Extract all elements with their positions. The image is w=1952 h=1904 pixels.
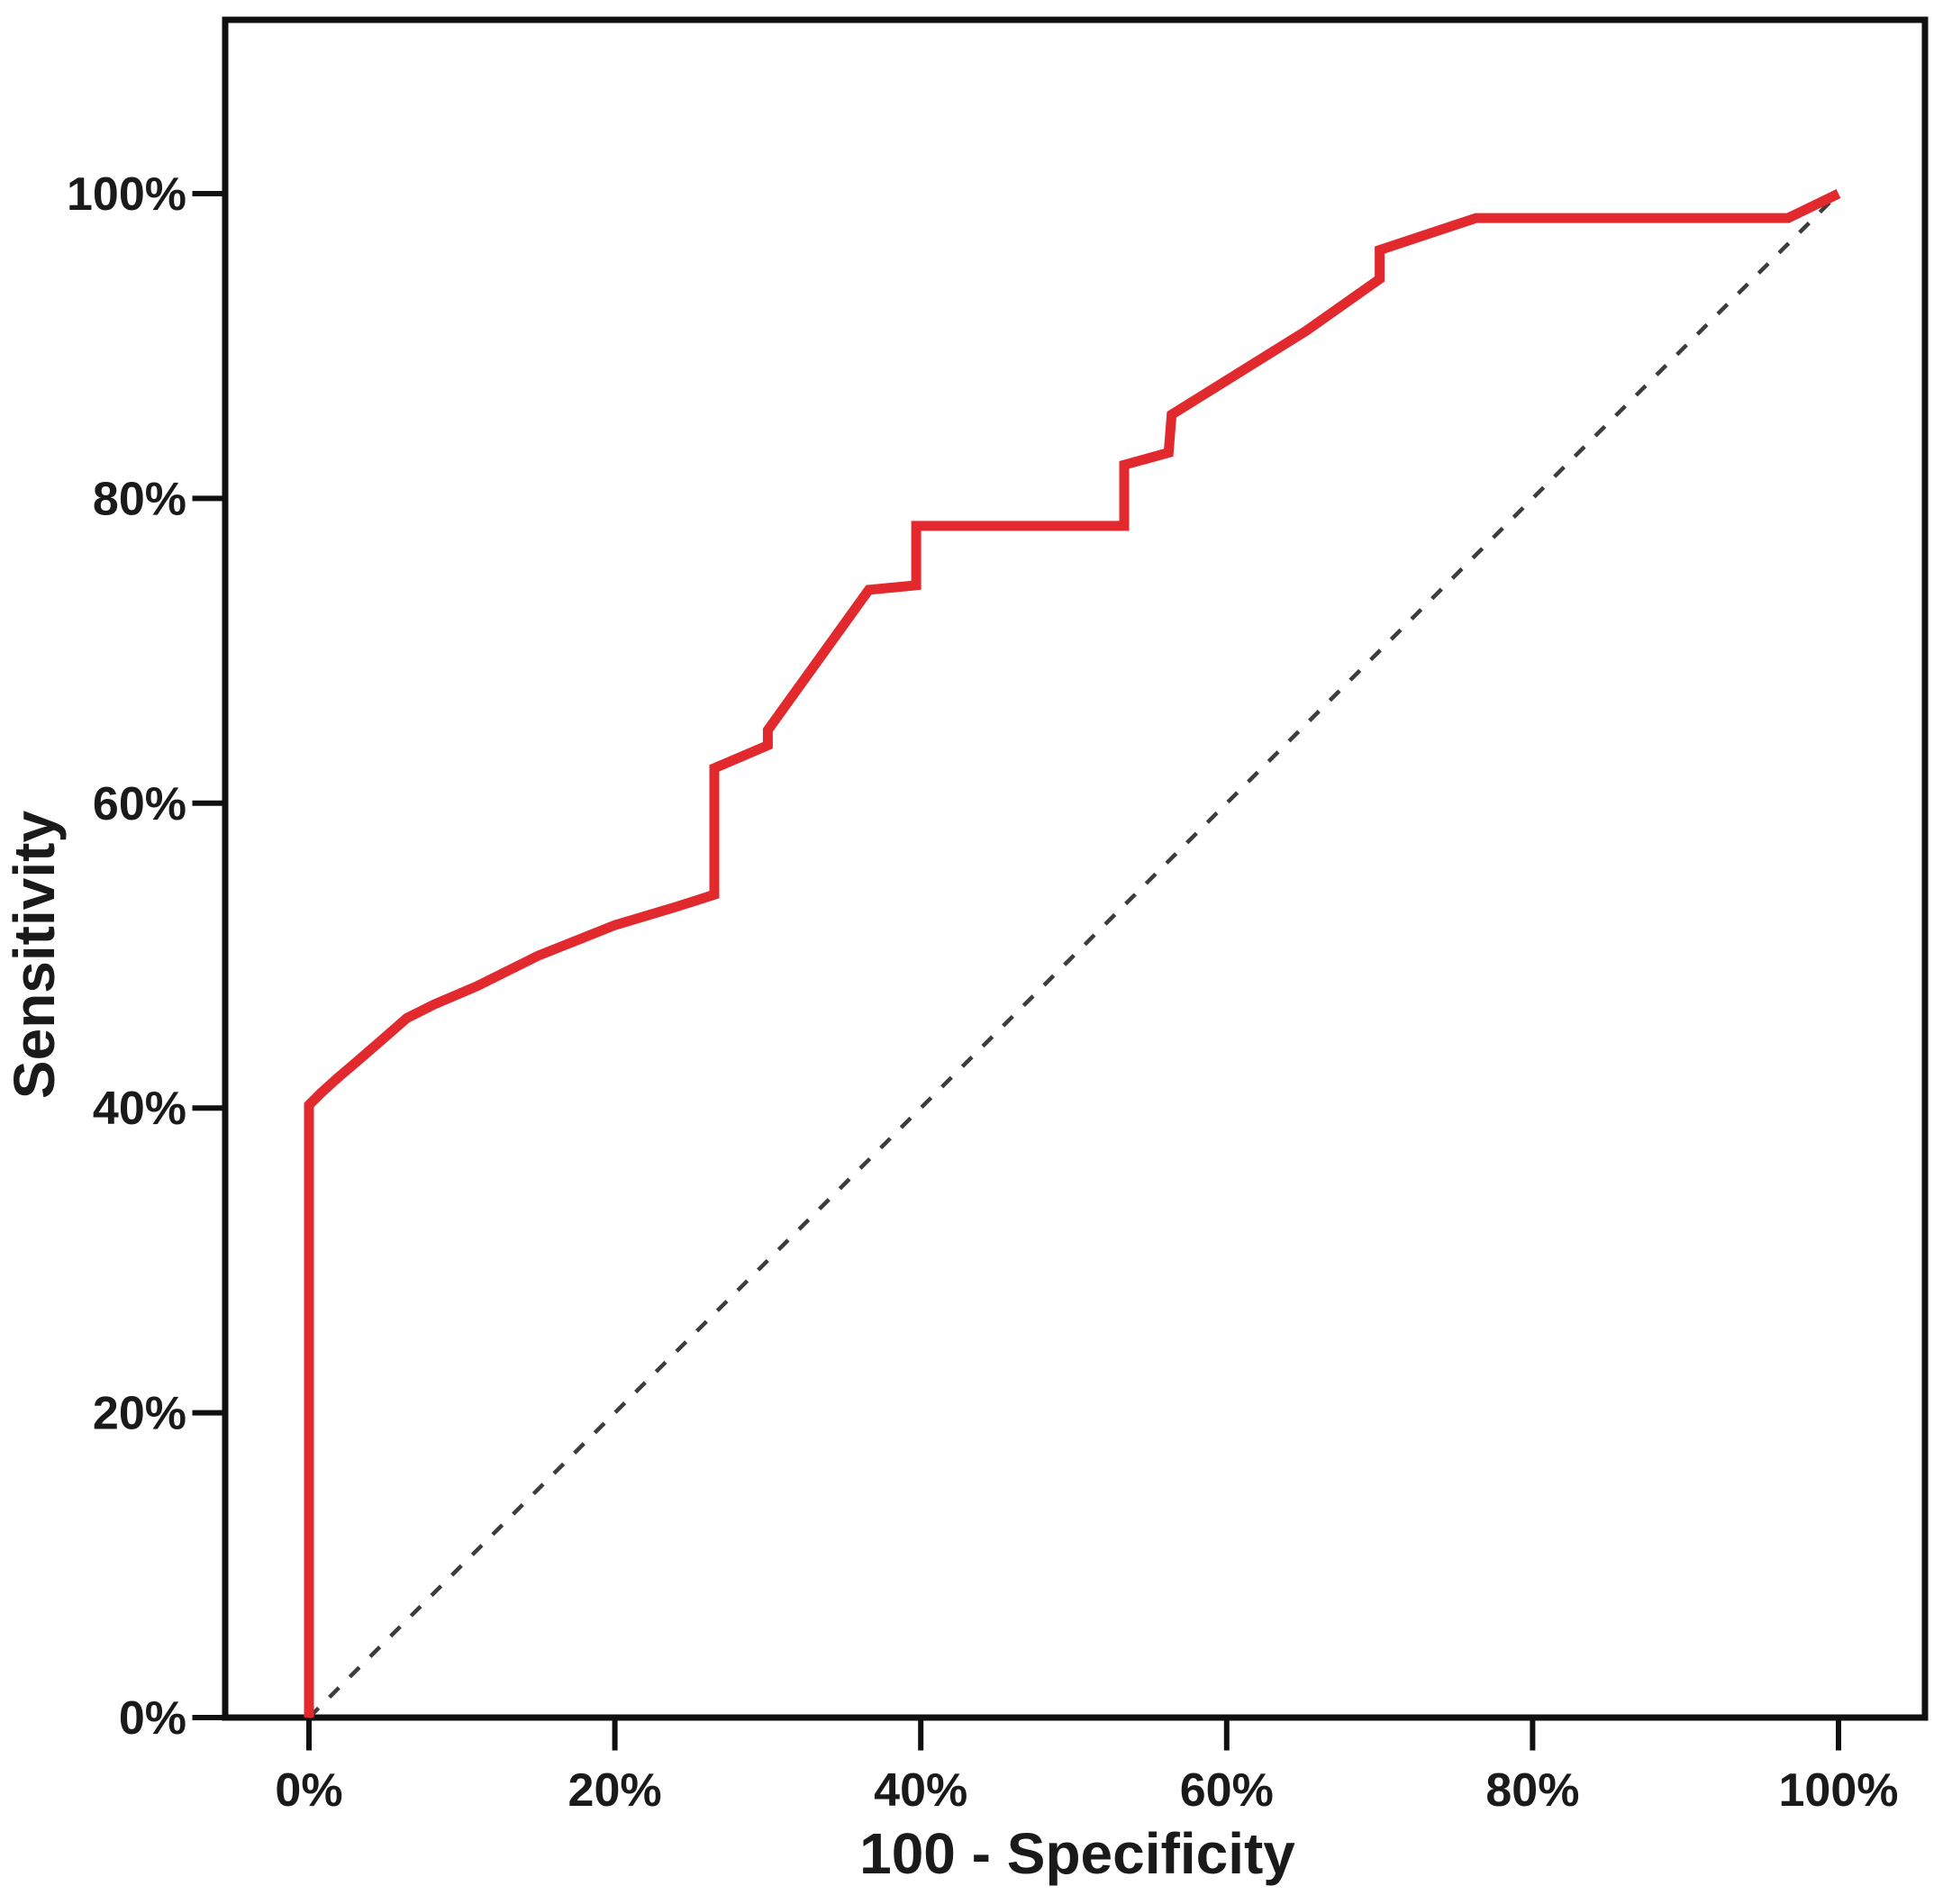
y-tick-label: 40% [93, 1083, 186, 1135]
y-tick-label: 20% [93, 1388, 186, 1440]
x-tick-label: 60% [1180, 1764, 1274, 1817]
y-tick-label: 0% [119, 1692, 186, 1745]
x-tick-label: 100% [1779, 1764, 1899, 1817]
plot-frame [222, 16, 1929, 1721]
x-tick-label: 40% [874, 1764, 967, 1817]
y-tick-label: 60% [93, 778, 186, 830]
x-tick-label: 0% [275, 1764, 342, 1817]
x-tick-label: 20% [568, 1764, 662, 1817]
y-tick-label: 100% [67, 168, 186, 221]
y-tick-label: 80% [93, 473, 186, 525]
reference-diagonal-line [307, 192, 1840, 1719]
x-tick-label: 80% [1485, 1764, 1579, 1817]
x-axis-title: 100 - Specificity [859, 1821, 1295, 1886]
y-axis-title: Sensitivity [2, 810, 67, 1100]
roc-curve-line [304, 189, 1841, 1718]
